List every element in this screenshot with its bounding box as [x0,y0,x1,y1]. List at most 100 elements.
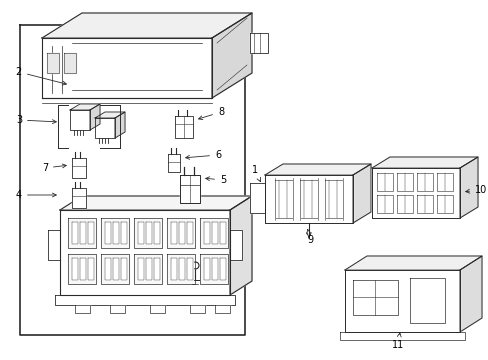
Polygon shape [154,258,160,280]
Polygon shape [134,254,162,284]
Polygon shape [409,278,444,323]
Text: 9: 9 [306,229,312,245]
Polygon shape [376,195,392,213]
Polygon shape [138,258,143,280]
Polygon shape [180,175,200,203]
Polygon shape [171,222,177,244]
Polygon shape [274,180,292,218]
Text: 7: 7 [41,163,66,173]
Polygon shape [42,38,212,98]
Polygon shape [60,210,229,295]
Polygon shape [48,230,60,260]
Polygon shape [42,13,251,38]
Polygon shape [113,258,119,280]
Polygon shape [55,295,235,305]
Polygon shape [220,222,225,244]
Polygon shape [175,116,193,138]
Polygon shape [416,195,432,213]
Polygon shape [167,254,195,284]
Polygon shape [60,196,251,210]
Polygon shape [229,196,251,295]
Text: 2: 2 [16,67,66,85]
Polygon shape [186,258,193,280]
Polygon shape [371,157,477,168]
Polygon shape [212,222,218,244]
Polygon shape [101,218,129,248]
Polygon shape [101,254,129,284]
Polygon shape [249,33,267,53]
Polygon shape [105,258,111,280]
Polygon shape [146,258,152,280]
Polygon shape [200,254,227,284]
Polygon shape [134,218,162,248]
Polygon shape [212,258,218,280]
Polygon shape [179,222,184,244]
Polygon shape [190,305,204,313]
Polygon shape [299,180,317,218]
Polygon shape [68,254,96,284]
Polygon shape [20,25,244,335]
Polygon shape [186,222,193,244]
Polygon shape [154,222,160,244]
Polygon shape [64,53,76,73]
Polygon shape [70,110,90,130]
Polygon shape [115,112,125,138]
Polygon shape [121,258,127,280]
Polygon shape [345,270,459,332]
Polygon shape [171,258,177,280]
Polygon shape [75,305,90,313]
Polygon shape [220,258,225,280]
Polygon shape [396,173,412,191]
Polygon shape [179,258,184,280]
Polygon shape [88,222,94,244]
Polygon shape [138,222,143,244]
Polygon shape [203,258,209,280]
Polygon shape [376,173,392,191]
Polygon shape [88,258,94,280]
Polygon shape [339,332,464,340]
Text: 5: 5 [205,175,226,185]
Polygon shape [264,175,352,223]
Polygon shape [70,104,100,110]
Polygon shape [95,118,115,138]
Text: 10: 10 [465,185,486,195]
Polygon shape [436,173,452,191]
Polygon shape [203,222,209,244]
Polygon shape [72,222,78,244]
Polygon shape [90,104,100,130]
Polygon shape [215,305,229,313]
Polygon shape [416,173,432,191]
Polygon shape [95,112,125,118]
Polygon shape [150,305,164,313]
Polygon shape [436,195,452,213]
Text: 4: 4 [16,190,56,200]
Text: 11: 11 [391,333,403,350]
Polygon shape [264,164,370,175]
Polygon shape [212,13,251,98]
Polygon shape [352,280,397,315]
Polygon shape [72,158,86,178]
Text: 3: 3 [16,115,56,125]
Polygon shape [352,164,370,223]
Polygon shape [200,218,227,248]
Polygon shape [105,222,111,244]
Text: 6: 6 [185,150,221,160]
Polygon shape [80,222,86,244]
Polygon shape [459,256,481,332]
Polygon shape [168,154,180,172]
Polygon shape [72,258,78,280]
Polygon shape [121,222,127,244]
Polygon shape [371,168,459,218]
Polygon shape [113,222,119,244]
Text: 1: 1 [251,165,260,182]
Polygon shape [72,188,86,208]
Polygon shape [146,222,152,244]
Polygon shape [47,53,59,73]
Polygon shape [396,195,412,213]
Polygon shape [325,180,342,218]
Polygon shape [229,230,242,260]
Text: 8: 8 [198,107,224,120]
Polygon shape [80,258,86,280]
Polygon shape [167,218,195,248]
Polygon shape [459,157,477,218]
